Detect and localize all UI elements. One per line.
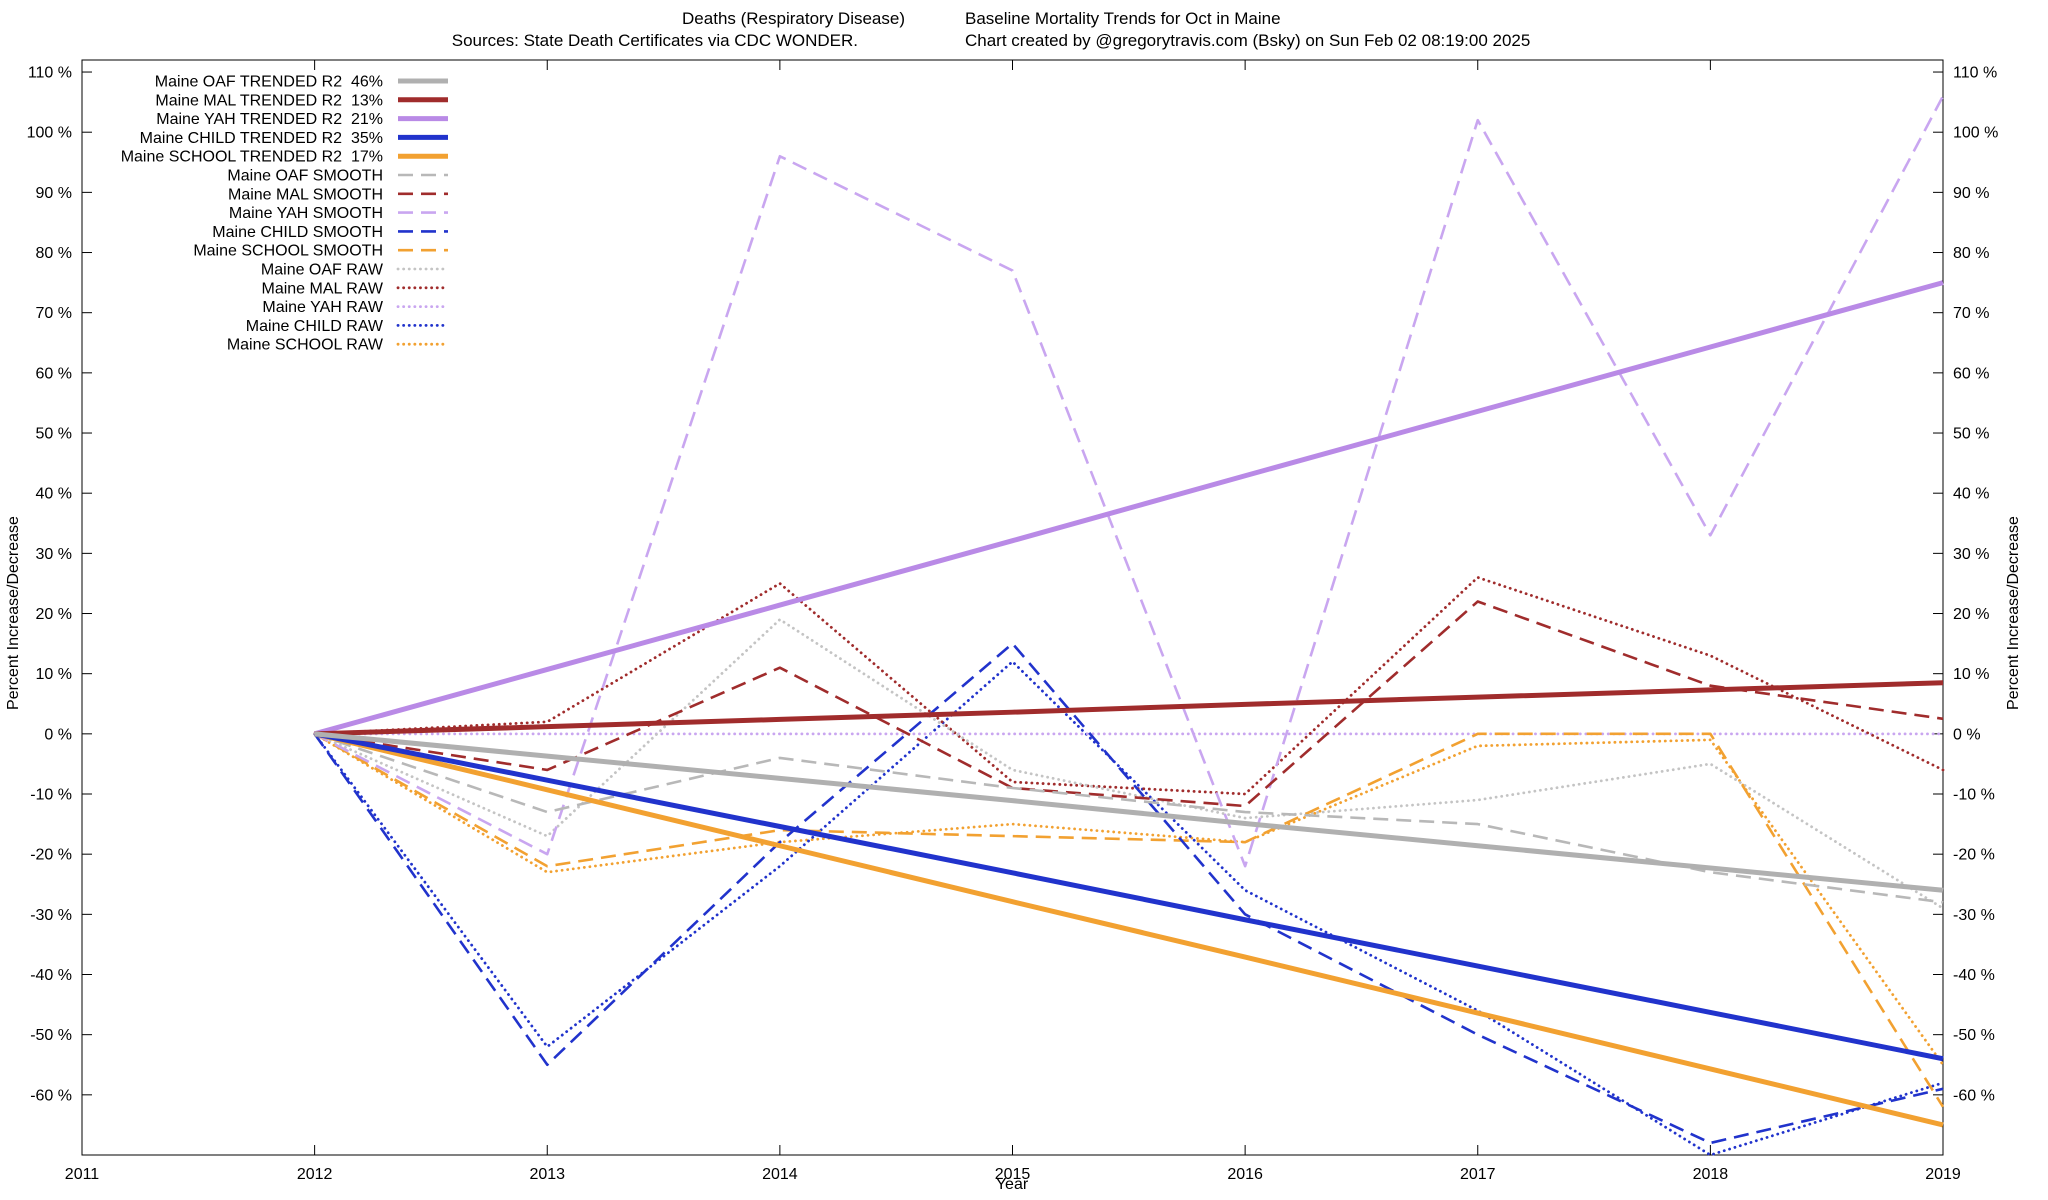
series-school-trended <box>314 731 1944 1128</box>
y-tick-label-left: 80 % <box>36 245 72 262</box>
y-tick-label-right: -10 % <box>1953 787 1995 804</box>
x-tick-label: 2014 <box>762 1166 798 1183</box>
y-tick-label-right: 90 % <box>1953 185 1989 202</box>
y-axis-label-right: Percent Increase/Decrease <box>2005 516 2022 710</box>
series-school-smooth <box>313 732 1945 1108</box>
y-tick-label-left: -60 % <box>30 1087 72 1104</box>
y-tick-label-left: 70 % <box>36 305 72 322</box>
legend-label-mal-raw: Maine MAL RAW <box>261 280 383 297</box>
y-tick-label-right: -60 % <box>1953 1087 1995 1104</box>
legend-label-oaf-smooth: Maine OAF SMOOTH <box>227 168 383 185</box>
legend-label-school-trended: Maine SCHOOL TRENDED R2 17% <box>121 149 383 166</box>
y-tick-label-left: 30 % <box>36 546 72 563</box>
series-child-raw <box>313 660 1945 1157</box>
x-tick-label: 2018 <box>1693 1166 1729 1183</box>
legend-label-mal-smooth: Maine MAL SMOOTH <box>228 186 383 203</box>
y-tick-label-right: 40 % <box>1953 486 1989 503</box>
y-tick-label-left: -30 % <box>30 907 72 924</box>
legend-label-child-smooth: Maine CHILD SMOOTH <box>212 224 383 241</box>
chart-title-right: Baseline Mortality Trends for Oct in Mai… <box>965 9 1281 28</box>
y-tick-label-right: -40 % <box>1953 967 1995 984</box>
y-tick-label-right: 80 % <box>1953 245 1989 262</box>
series-oaf-trended <box>314 731 1944 893</box>
legend-label-oaf-trended: Maine OAF TRENDED R2 46% <box>155 74 383 91</box>
series-school-raw <box>313 732 1945 1067</box>
legend-label-yah-trended: Maine YAH TRENDED R2 21% <box>156 111 383 128</box>
y-tick-label-left: 10 % <box>36 666 72 683</box>
y-tick-label-right: -50 % <box>1953 1027 1995 1044</box>
series-mal-trended <box>314 680 1944 737</box>
y-tick-label-right: 30 % <box>1953 546 1989 563</box>
y-tick-label-right: 10 % <box>1953 666 1989 683</box>
series-yah-smooth <box>314 95 1945 868</box>
x-tick-label: 2013 <box>529 1166 565 1183</box>
y-tick-label-right: 0 % <box>1953 726 1981 743</box>
y-axis-label-left: Percent Increase/Decrease <box>5 516 22 710</box>
chart-title-left: Deaths (Respiratory Disease) <box>682 9 905 28</box>
y-tick-label-right: -30 % <box>1953 907 1995 924</box>
legend-label-yah-raw: Maine YAH RAW <box>262 299 384 316</box>
series-child-smooth <box>313 642 1944 1145</box>
x-axis-label: Year <box>995 1176 1029 1193</box>
y-tick-label-left: 40 % <box>36 486 72 503</box>
x-tick-label: 2012 <box>297 1166 333 1183</box>
y-tick-label-left: 0 % <box>44 726 72 743</box>
legend-label-child-trended: Maine CHILD TRENDED R2 35% <box>140 130 383 147</box>
y-tick-label-left: 20 % <box>36 606 72 623</box>
y-tick-label-left: -50 % <box>30 1027 72 1044</box>
y-tick-label-right: 110 % <box>1953 65 1997 82</box>
x-tick-label: 2017 <box>1460 1166 1496 1183</box>
legend-label-child-raw: Maine CHILD RAW <box>246 318 384 335</box>
x-tick-label: 2019 <box>1925 1166 1961 1183</box>
x-tick-label: 2016 <box>1227 1166 1263 1183</box>
x-tick-label: 2011 <box>65 1166 100 1183</box>
y-tick-label-left: -20 % <box>30 847 72 864</box>
x-tick-label: 2015 <box>995 1166 1031 1183</box>
chart-credit: Chart created by @gregorytravis.com (Bsk… <box>965 31 1531 50</box>
legend-label-school-smooth: Maine SCHOOL SMOOTH <box>193 243 383 260</box>
chart-sources: Sources: State Death Certificates via CD… <box>451 31 858 50</box>
y-tick-label-right: 60 % <box>1953 365 1989 382</box>
series-child-trended <box>314 731 1944 1062</box>
y-tick-label-right: -20 % <box>1953 847 1995 864</box>
series-mal-raw <box>313 576 1945 796</box>
legend-label-mal-trended: Maine MAL TRENDED R2 13% <box>155 92 383 109</box>
y-tick-label-left: 50 % <box>36 426 72 443</box>
series-yah-trended <box>313 280 1944 737</box>
series-mal-smooth <box>314 600 1944 808</box>
y-tick-label-left: 110 % <box>28 65 72 82</box>
y-tick-label-left: 90 % <box>36 185 72 202</box>
y-tick-label-left: -10 % <box>30 787 72 804</box>
y-tick-label-right: 20 % <box>1953 606 1989 623</box>
legend-label-oaf-raw: Maine OAF RAW <box>261 262 384 279</box>
y-tick-label-left: 100 % <box>27 125 72 142</box>
y-tick-label-right: 100 % <box>1953 125 1998 142</box>
legend-label-yah-smooth: Maine YAH SMOOTH <box>229 205 383 222</box>
y-tick-label-right: 70 % <box>1953 305 1989 322</box>
y-tick-label-left: 60 % <box>36 365 72 382</box>
y-tick-label-right: 50 % <box>1953 426 1989 443</box>
legend-label-school-raw: Maine SCHOOL RAW <box>227 337 384 354</box>
y-tick-label-left: -40 % <box>30 967 72 984</box>
